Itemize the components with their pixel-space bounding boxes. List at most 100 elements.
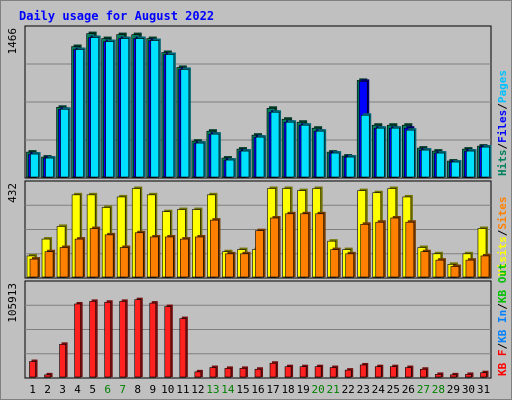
- bar-sites-day-30-face: [465, 259, 475, 278]
- x-tick-label-day-10: 10: [161, 383, 174, 396]
- bar-sites-day-10-face: [164, 236, 174, 278]
- bar-pages-day-20-face: [315, 130, 325, 178]
- panel-visits-sites-legend: Visits/Sites: [496, 197, 509, 277]
- bar-sites-day-23-face: [360, 224, 370, 278]
- bar-sites-day-1: [29, 257, 41, 278]
- x-tick-label-day-28: 28: [432, 383, 445, 396]
- bar-kb-f-day-13-face: [209, 367, 217, 378]
- bar-pages-day-26-face: [406, 129, 415, 178]
- panel-hits-files-pages-max-label: 1466: [6, 28, 19, 55]
- bar-kb-f-day-20: [314, 364, 324, 378]
- x-tick-label-day-3: 3: [59, 383, 66, 396]
- bar-pages-day-20: [315, 129, 327, 178]
- bar-kb-f-day-26-face: [405, 367, 412, 378]
- legend-entry: /: [496, 343, 509, 350]
- bar-pages-day-1: [30, 152, 41, 178]
- bar-sites-day-27: [420, 249, 431, 278]
- bar-pages-day-17: [270, 110, 282, 178]
- bar-pages-day-11: [180, 67, 191, 178]
- bar-kb-f-day-11: [179, 316, 188, 378]
- bar-sites-day-11: [180, 237, 191, 278]
- legend-entry: /: [496, 229, 509, 236]
- bar-pages-day-14-face: [225, 159, 235, 178]
- bar-pages-day-9: [150, 38, 161, 178]
- x-tick-label-day-2: 2: [44, 383, 51, 396]
- bar-sites-day-25-face: [390, 217, 400, 278]
- bar-sites-day-22-face: [345, 253, 355, 278]
- bar-pages-day-27: [421, 148, 432, 178]
- x-tick-label-day-22: 22: [342, 383, 355, 396]
- bar-kb-f-day-6: [104, 300, 113, 378]
- bar-sites-day-24-face: [375, 221, 385, 278]
- bar-kb-f-day-15: [239, 366, 248, 378]
- x-tick-label-day-8: 8: [134, 383, 141, 396]
- bar-kb-f-day-12-face: [194, 371, 202, 378]
- bar-sites-day-31: [480, 253, 491, 278]
- bar-sites-day-20: [315, 211, 326, 278]
- bar-sites-day-13-face: [210, 219, 219, 278]
- bar-sites-day-29-face: [450, 266, 460, 278]
- panel-kbytes-legend: KB F/KB In/KB Out: [496, 263, 509, 376]
- bar-pages-day-27-face: [421, 149, 430, 178]
- bar-pages-day-12-face: [195, 142, 205, 178]
- bar-pages-day-31-face: [481, 146, 490, 178]
- bar-kb-f-day-12: [194, 369, 203, 378]
- legend-entry: /: [496, 303, 509, 310]
- bar-pages-day-26: [406, 128, 417, 178]
- bar-kb-f-day-11-face: [179, 318, 187, 378]
- bar-pages-day-2: [45, 156, 56, 178]
- bar-sites-day-8-face: [134, 232, 144, 278]
- bar-sites-day-6: [104, 232, 116, 278]
- panel-kbytes: 105913 KB F/KB In/KB Out: [6, 263, 509, 379]
- bar-sites-day-6-face: [104, 234, 114, 278]
- x-tick-label-day-1: 1: [29, 383, 36, 396]
- bar-sites-day-28-face: [435, 259, 445, 278]
- bar-sites-day-16-face: [255, 230, 264, 278]
- bar-kb-f-day-1: [29, 359, 38, 378]
- bar-kb-f-day-1-face: [29, 361, 36, 378]
- legend-entry: /: [496, 103, 509, 110]
- bar-sites-day-25: [390, 216, 401, 278]
- bar-sites-day-2-face: [44, 251, 54, 278]
- bar-pages-day-5: [90, 35, 101, 178]
- bar-sites-day-29: [450, 264, 461, 278]
- bar-kb-f-day-20-face: [314, 366, 322, 378]
- bar-pages-day-29: [451, 160, 462, 178]
- panel-visits-sites: 432 Visits/Sites: [6, 180, 509, 279]
- bar-kb-f-day-18-face: [284, 366, 292, 378]
- x-tick-label-day-23: 23: [357, 383, 370, 396]
- bar-sites-day-12-face: [195, 236, 204, 278]
- bar-sites-day-17: [270, 216, 281, 278]
- panel-kbytes-max-label: 105913: [6, 283, 19, 323]
- x-axis: 1 2 3 4 5 6 7 8 9 10 11 12 13 14 15 16 17 18 19 20 21 22 23 24 2…: [29, 383, 490, 396]
- bar-kb-f-day-8: [134, 297, 143, 378]
- bar-pages-day-19-face: [300, 124, 310, 178]
- bar-pages-day-7-face: [120, 38, 130, 178]
- bar-pages-day-1-face: [30, 153, 39, 178]
- bar-kb-f-day-3-face: [59, 344, 66, 378]
- panel-visits-sites-max-label: 432: [6, 183, 19, 203]
- bar-kb-f-day-23: [359, 362, 369, 378]
- bar-kb-f-day-26: [405, 365, 414, 378]
- x-tick-label-day-29: 29: [447, 383, 460, 396]
- legend-entry: Visits: [496, 236, 509, 276]
- bar-sites-day-17-face: [270, 217, 279, 278]
- x-tick-label-day-12: 12: [191, 383, 204, 396]
- bar-pages-day-10-face: [165, 54, 175, 178]
- bar-kb-f-day-9: [149, 301, 158, 378]
- bar-kb-f-day-23-face: [359, 364, 367, 378]
- bar-pages-day-23-face: [360, 114, 370, 178]
- bar-pages-day-28-face: [436, 152, 445, 178]
- bar-kb-f-day-27: [420, 367, 429, 378]
- bar-sites-day-19: [300, 211, 311, 278]
- bar-pages-day-25: [390, 126, 402, 178]
- bar-sites-day-28: [435, 258, 446, 278]
- chart-title: Daily usage for August 2022: [19, 9, 214, 23]
- bar-kb-f-day-15-face: [239, 368, 247, 378]
- bar-sites-day-14: [225, 251, 236, 278]
- bar-kb-f-day-27-face: [420, 368, 427, 378]
- bar-pages-day-31: [481, 145, 492, 178]
- x-tick-label-day-17: 17: [266, 383, 279, 396]
- bar-pages-day-16: [255, 135, 267, 178]
